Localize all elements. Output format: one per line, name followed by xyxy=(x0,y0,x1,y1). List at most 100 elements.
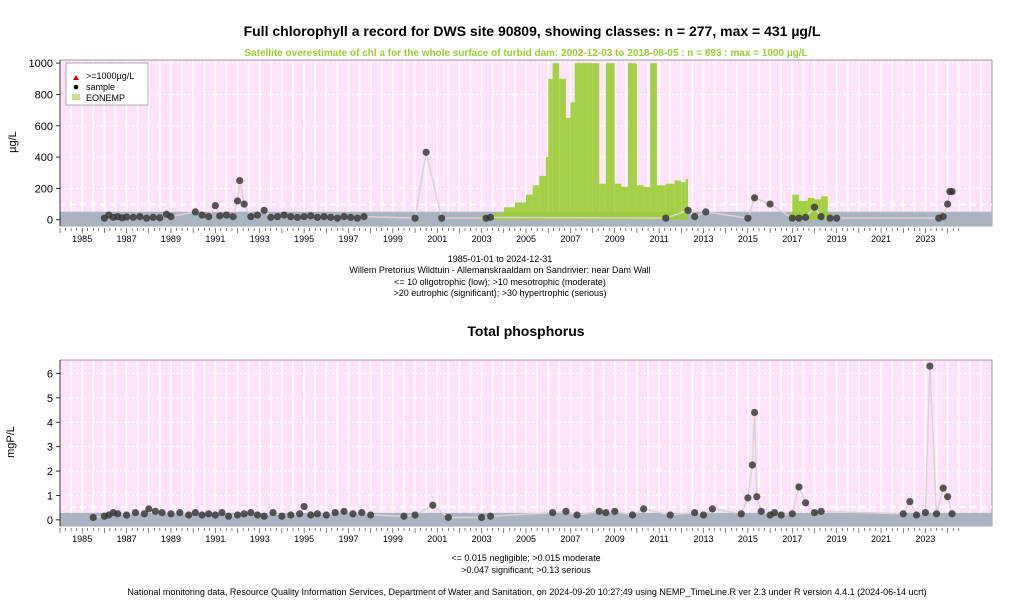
sample-point xyxy=(145,505,153,513)
x-tick-label: 2007 xyxy=(560,534,580,544)
legend-label-3: EONEMP xyxy=(86,93,125,103)
x-tick-label: 1997 xyxy=(338,234,358,244)
sample-point xyxy=(167,510,175,518)
eonemp-bar xyxy=(792,194,799,220)
sample-point xyxy=(300,213,308,221)
sample-point xyxy=(948,187,956,196)
sample-point xyxy=(795,483,803,491)
sample-point xyxy=(757,507,765,515)
sample-point xyxy=(211,202,219,210)
y-tick-label: 200 xyxy=(35,183,53,195)
sample-point xyxy=(367,511,375,519)
sample-point xyxy=(411,511,419,519)
sample-point xyxy=(810,203,819,211)
x-tick-label: 1987 xyxy=(117,234,137,244)
eonemp-bar xyxy=(514,202,526,220)
sample-point xyxy=(280,211,288,219)
legend-label-1: >=1000µg/L xyxy=(86,71,134,81)
sample-point xyxy=(438,214,446,222)
x-tick-label: 2009 xyxy=(605,234,625,244)
x-tick-label: 2021 xyxy=(871,534,891,544)
chart2-plot-area: 0 1 2 3 4 5 6 1985 1987 1989 1991 1993 1995 1997 1999 2… xyxy=(47,359,993,544)
x-tick-label: 2003 xyxy=(472,534,492,544)
sample-point xyxy=(358,508,366,517)
sample-point xyxy=(817,213,825,221)
sample-point xyxy=(602,508,610,517)
sample-point xyxy=(737,510,745,518)
sample-point xyxy=(269,508,277,517)
legend-dot-marker xyxy=(73,84,79,90)
x-tick-label: 2013 xyxy=(694,534,714,544)
eonemp-bar xyxy=(685,179,688,220)
sample-point xyxy=(906,497,914,506)
x-tick-label: 2019 xyxy=(827,234,847,244)
sample-point xyxy=(360,213,368,221)
x-tick-label: 2015 xyxy=(738,234,758,244)
chart1-note-1: 1985-01-01 to 2024-12-31 xyxy=(448,254,553,264)
x-tick-label: 2023 xyxy=(915,234,935,244)
eonemp-bar xyxy=(636,185,644,220)
sample-point xyxy=(333,214,341,222)
sample-point xyxy=(921,508,930,517)
sample-point xyxy=(222,211,231,219)
x-tick-label: 1997 xyxy=(338,534,358,544)
sample-point xyxy=(899,510,907,518)
eonemp-bar xyxy=(628,63,637,220)
eonemp-bar xyxy=(548,78,553,220)
legend-triangle-marker xyxy=(73,75,79,80)
chart1-plot-area: 0 200 400 600 800 1000 1985 1987 1989 1991 1993 199… xyxy=(29,58,993,244)
sample-point xyxy=(122,213,131,221)
y-tick-label: 6 xyxy=(47,368,53,380)
sample-point xyxy=(313,213,322,221)
y-tick-label: 3 xyxy=(47,442,53,454)
sample-point xyxy=(744,214,752,222)
sample-point xyxy=(562,507,570,515)
sample-point xyxy=(287,213,295,221)
sample-point xyxy=(307,212,315,220)
sample-point xyxy=(422,148,430,156)
sample-point xyxy=(260,206,268,214)
sample-point xyxy=(240,200,248,208)
chart1-legend: >=1000µg/L sample EONEMP xyxy=(65,62,149,106)
x-tick-label: 2019 xyxy=(827,534,847,544)
sample-point xyxy=(349,510,357,518)
sample-point xyxy=(320,213,328,221)
eonemp-bar xyxy=(552,63,560,220)
eonemp-bar xyxy=(545,157,549,220)
sample-point xyxy=(205,510,213,518)
sample-point xyxy=(691,508,699,517)
sample-point xyxy=(191,508,199,517)
x-tick-label: 2009 xyxy=(605,534,625,544)
x-tick-label: 1989 xyxy=(161,234,181,244)
x-tick-label: 1985 xyxy=(72,534,92,544)
eonemp-bar xyxy=(599,183,606,220)
sample-point xyxy=(198,211,206,219)
x-tick-label: 1985 xyxy=(72,234,92,244)
sample-point xyxy=(802,213,810,221)
x-tick-label: 1989 xyxy=(161,534,181,544)
sample-point xyxy=(478,513,486,522)
sample-point xyxy=(708,505,717,513)
sample-point xyxy=(573,511,581,519)
sample-point xyxy=(549,508,557,517)
chart1-title: Full chlorophyll a record for DWS site 9… xyxy=(244,23,821,39)
sample-point xyxy=(331,508,339,517)
eonemp-bar xyxy=(570,102,575,220)
x-tick-label: 2015 xyxy=(738,534,758,544)
sample-point xyxy=(666,511,674,519)
sample-point xyxy=(926,362,934,370)
sample-point xyxy=(699,511,708,519)
x-tick-label: 1993 xyxy=(250,234,270,244)
sample-point xyxy=(486,512,495,520)
sample-point xyxy=(766,200,774,208)
eonemp-bar xyxy=(650,63,657,220)
x-tick-label: 1999 xyxy=(383,234,403,244)
y-tick-label: 1 xyxy=(47,490,53,502)
x-tick-label: 1987 xyxy=(117,534,137,544)
y-tick-label: 0 xyxy=(47,215,53,227)
sample-point xyxy=(817,507,825,515)
eonemp-bar xyxy=(643,186,651,220)
y-tick-label: 5 xyxy=(47,393,53,405)
x-tick-label: 1999 xyxy=(383,534,403,544)
